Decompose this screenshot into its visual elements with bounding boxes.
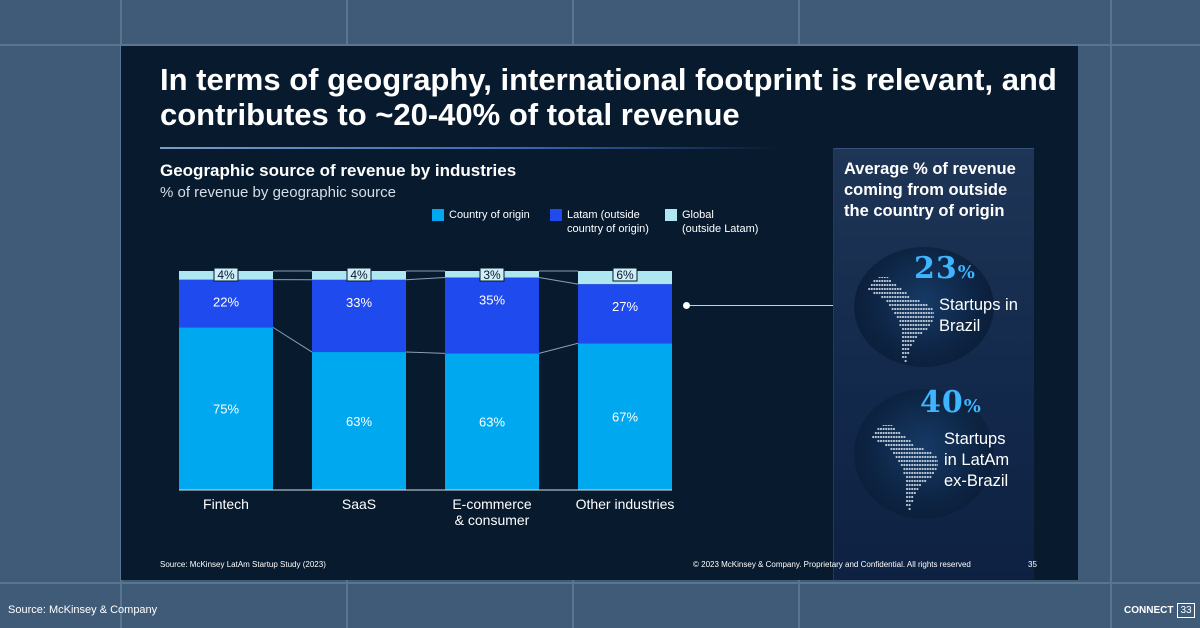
side-panel: Average % of revenue coming from outside… [833,148,1034,580]
data-label: 63% [479,415,505,430]
page-number: 33 [1177,603,1195,618]
category-label: E-commerce [452,496,532,512]
legend-label: Latam (outside country of origin) [567,209,649,235]
data-label: 3% [483,268,501,282]
category-label: & consumer [455,512,530,528]
data-label: 35% [479,293,505,308]
data-label: 6% [616,268,634,282]
slide-page-number: 35 [1028,560,1037,569]
slide-title: In terms of geography, international foo… [160,62,1057,132]
legend-swatch [550,209,562,221]
legend-label: Global (outside Latam) [682,209,759,235]
legend-swatch [432,209,444,221]
chart-title: Geographic source of revenue by industri… [160,161,517,180]
category-label: Fintech [203,496,249,512]
bar-segment [179,327,273,490]
legend-swatch [665,209,677,221]
latam-map-icon [872,425,938,511]
stat-value-brazil: 23% [914,251,976,286]
stat-circle-brazil [854,247,994,367]
brand-name: CONNECT [1124,605,1174,616]
legend-label: Country of origin [449,209,530,221]
category-label: SaaS [342,496,376,512]
series-connector [538,277,579,285]
legend-item-latam: Latam (outside country of origin) [550,208,649,236]
copyright-note: © 2023 McKinsey & Company. Proprietary a… [693,560,971,569]
label-box [612,267,638,282]
slide: In terms of geography, international foo… [121,46,1078,580]
image-source-caption: Source: McKinsey & Company [8,604,158,616]
series-connector [405,277,446,281]
label-box [346,267,372,282]
panel-heading: Average % of revenue coming from outside… [844,160,1016,220]
brand-logo: CONNECT 33 [1124,603,1195,618]
label-box [479,267,505,282]
connector-dot [683,302,690,309]
legend-item-country-of-origin: Country of origin [432,208,530,222]
stat-value-latam: 40% [920,385,982,420]
bar-segment [179,279,273,328]
data-label: 4% [217,268,235,282]
bar-segment [445,277,539,354]
latam-map-icon [868,277,934,363]
data-label: 22% [213,295,239,310]
data-label: 27% [612,299,638,314]
data-label: 75% [213,402,239,417]
data-label: 67% [612,410,638,425]
connector-line [687,305,834,306]
title-divider [160,147,780,149]
chart-subtitle: % of revenue by geographic source [160,184,396,201]
stat-label-latam: Startups in LatAm ex-Brazil [944,430,1010,490]
chart-legend: Country of origin Latam (outside country… [121,208,1078,238]
series-connector [538,342,579,354]
data-label: 63% [346,414,372,429]
series-connector [405,351,446,354]
legend-item-global: Global (outside Latam) [665,208,758,236]
data-label: 4% [350,268,368,282]
bar-segment [578,284,672,344]
category-label: Other industries [576,496,675,512]
data-label: 33% [346,295,372,310]
stat-circle-latam [854,389,994,519]
bar-segment [578,343,672,490]
stacked-bar-chart: 75% 22% 4% Fintech 63% 33% 4% SaaS 63% 35% 3% E-com… [179,267,675,528]
bar-segment [312,279,406,353]
bar-segment [445,353,539,490]
stat-label-brazil: Startups in Brazil [939,296,1018,335]
series-connector [272,326,313,353]
bar-segment [312,352,406,490]
label-box [213,267,239,282]
source-note: Source: McKinsey LatAm Startup Study (20… [160,560,326,569]
